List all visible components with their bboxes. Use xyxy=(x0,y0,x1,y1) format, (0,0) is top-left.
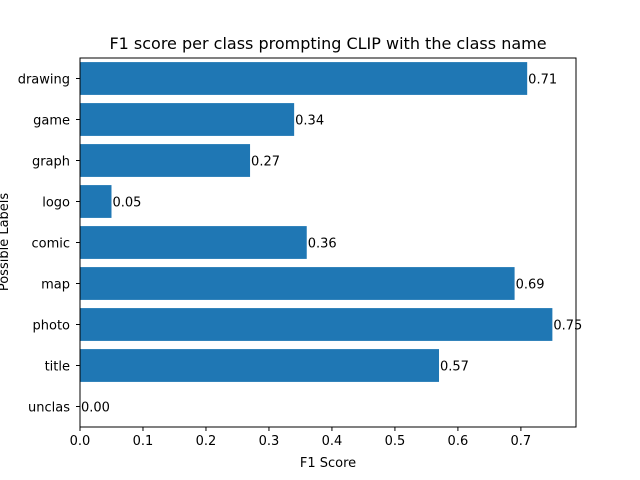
y-tick-label-graph: graph xyxy=(32,155,70,170)
data-label-graph: 0.27 xyxy=(251,155,280,170)
data-label-photo: 0.75 xyxy=(553,319,582,334)
bar-drawing xyxy=(80,62,528,95)
y-axis-label: Possible Labels xyxy=(0,193,12,292)
x-tick-label-0.1: 0.1 xyxy=(133,434,154,449)
bar-graph xyxy=(80,144,251,177)
y-tick-label-game: game xyxy=(33,114,70,129)
y-tick-label-title: title xyxy=(45,360,70,375)
data-label-game: 0.34 xyxy=(295,114,324,129)
x-tick-label-0.2: 0.2 xyxy=(196,434,217,449)
y-axis: drawing game graph logo comic map photo title un… xyxy=(18,73,80,416)
x-tick-label-0.0: 0.0 xyxy=(70,434,91,449)
x-tick-label-0.3: 0.3 xyxy=(259,434,280,449)
bar-comic xyxy=(80,226,307,259)
y-tick-label-map: map xyxy=(41,278,70,293)
y-tick-label-comic: comic xyxy=(31,237,70,252)
bar-photo xyxy=(80,308,553,341)
bars-layer: 0.71 0.34 0.27 0.05 0.36 0.69 0.75 0.57 0.00 xyxy=(80,62,582,416)
x-tick-label-0.7: 0.7 xyxy=(511,434,532,449)
data-label-drawing: 0.71 xyxy=(528,73,557,88)
x-tick-label-0.5: 0.5 xyxy=(385,434,406,449)
x-tick-label-0.6: 0.6 xyxy=(448,434,469,449)
data-label-map: 0.69 xyxy=(516,278,545,293)
bar-logo xyxy=(80,185,112,218)
bar-game xyxy=(80,103,295,136)
data-label-title: 0.57 xyxy=(440,360,469,375)
bar-title xyxy=(80,349,440,382)
data-label-unclas: 0.00 xyxy=(81,401,110,416)
y-tick-label-drawing: drawing xyxy=(18,73,70,88)
y-tick-label-photo: photo xyxy=(33,319,71,334)
bar-map xyxy=(80,267,515,300)
data-label-logo: 0.05 xyxy=(112,196,141,211)
x-axis: 0.0 0.1 0.2 0.3 0.4 0.5 0.6 0.7 xyxy=(70,427,532,449)
chart-title: F1 score per class prompting CLIP with t… xyxy=(109,34,546,53)
y-tick-label-logo: logo xyxy=(42,196,70,211)
data-label-comic: 0.36 xyxy=(308,237,337,252)
y-tick-label-unclas: unclas xyxy=(28,401,70,416)
x-tick-label-0.4: 0.4 xyxy=(322,434,343,449)
x-axis-label: F1 Score xyxy=(300,456,356,471)
